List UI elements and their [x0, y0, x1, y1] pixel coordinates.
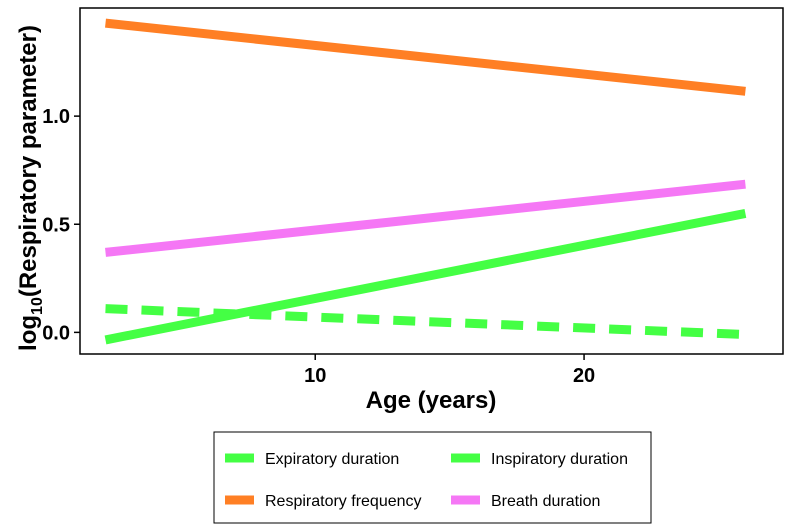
y-tick-label: 1.0	[42, 106, 70, 128]
series-line-expiratory-duration	[104, 208, 747, 345]
x-tick-label: 10	[304, 365, 326, 387]
series-line-breath-duration	[105, 179, 746, 257]
legend-label-inspiratory-duration: Inspiratory duration	[491, 451, 628, 468]
legend-label-expiratory-duration: Expiratory duration	[265, 451, 399, 468]
y-axis-title-prefix: log	[15, 315, 42, 351]
x-tick-label: 20	[573, 365, 595, 387]
plot-panel	[79, 7, 784, 355]
series-layer	[104, 18, 747, 345]
legend-label-breath-duration: Breath duration	[491, 493, 600, 510]
legend-items: Expiratory duration Inspiratory duration R…	[225, 451, 628, 510]
series-line-respiratory-frequency	[105, 18, 746, 96]
y-axis-title-main: (Respiratory parameter)	[15, 25, 42, 297]
x-axis-title: Age (years)	[366, 387, 497, 414]
y-axis-title: log10(Respiratory parameter)	[15, 25, 46, 351]
legend: Expiratory duration Inspiratory duration R…	[213, 431, 652, 524]
y-tick-label: 0.0	[42, 322, 70, 344]
legend-label-respiratory-frequency: Respiratory frequency	[265, 493, 422, 510]
x-axis-ticks: 10 20	[304, 354, 595, 387]
y-axis-ticks: 0.0 0.5 1.0	[42, 106, 80, 344]
legend-box	[213, 431, 652, 524]
y-axis-title-subscript: 10	[29, 297, 46, 315]
y-tick-label: 0.5	[42, 214, 70, 236]
